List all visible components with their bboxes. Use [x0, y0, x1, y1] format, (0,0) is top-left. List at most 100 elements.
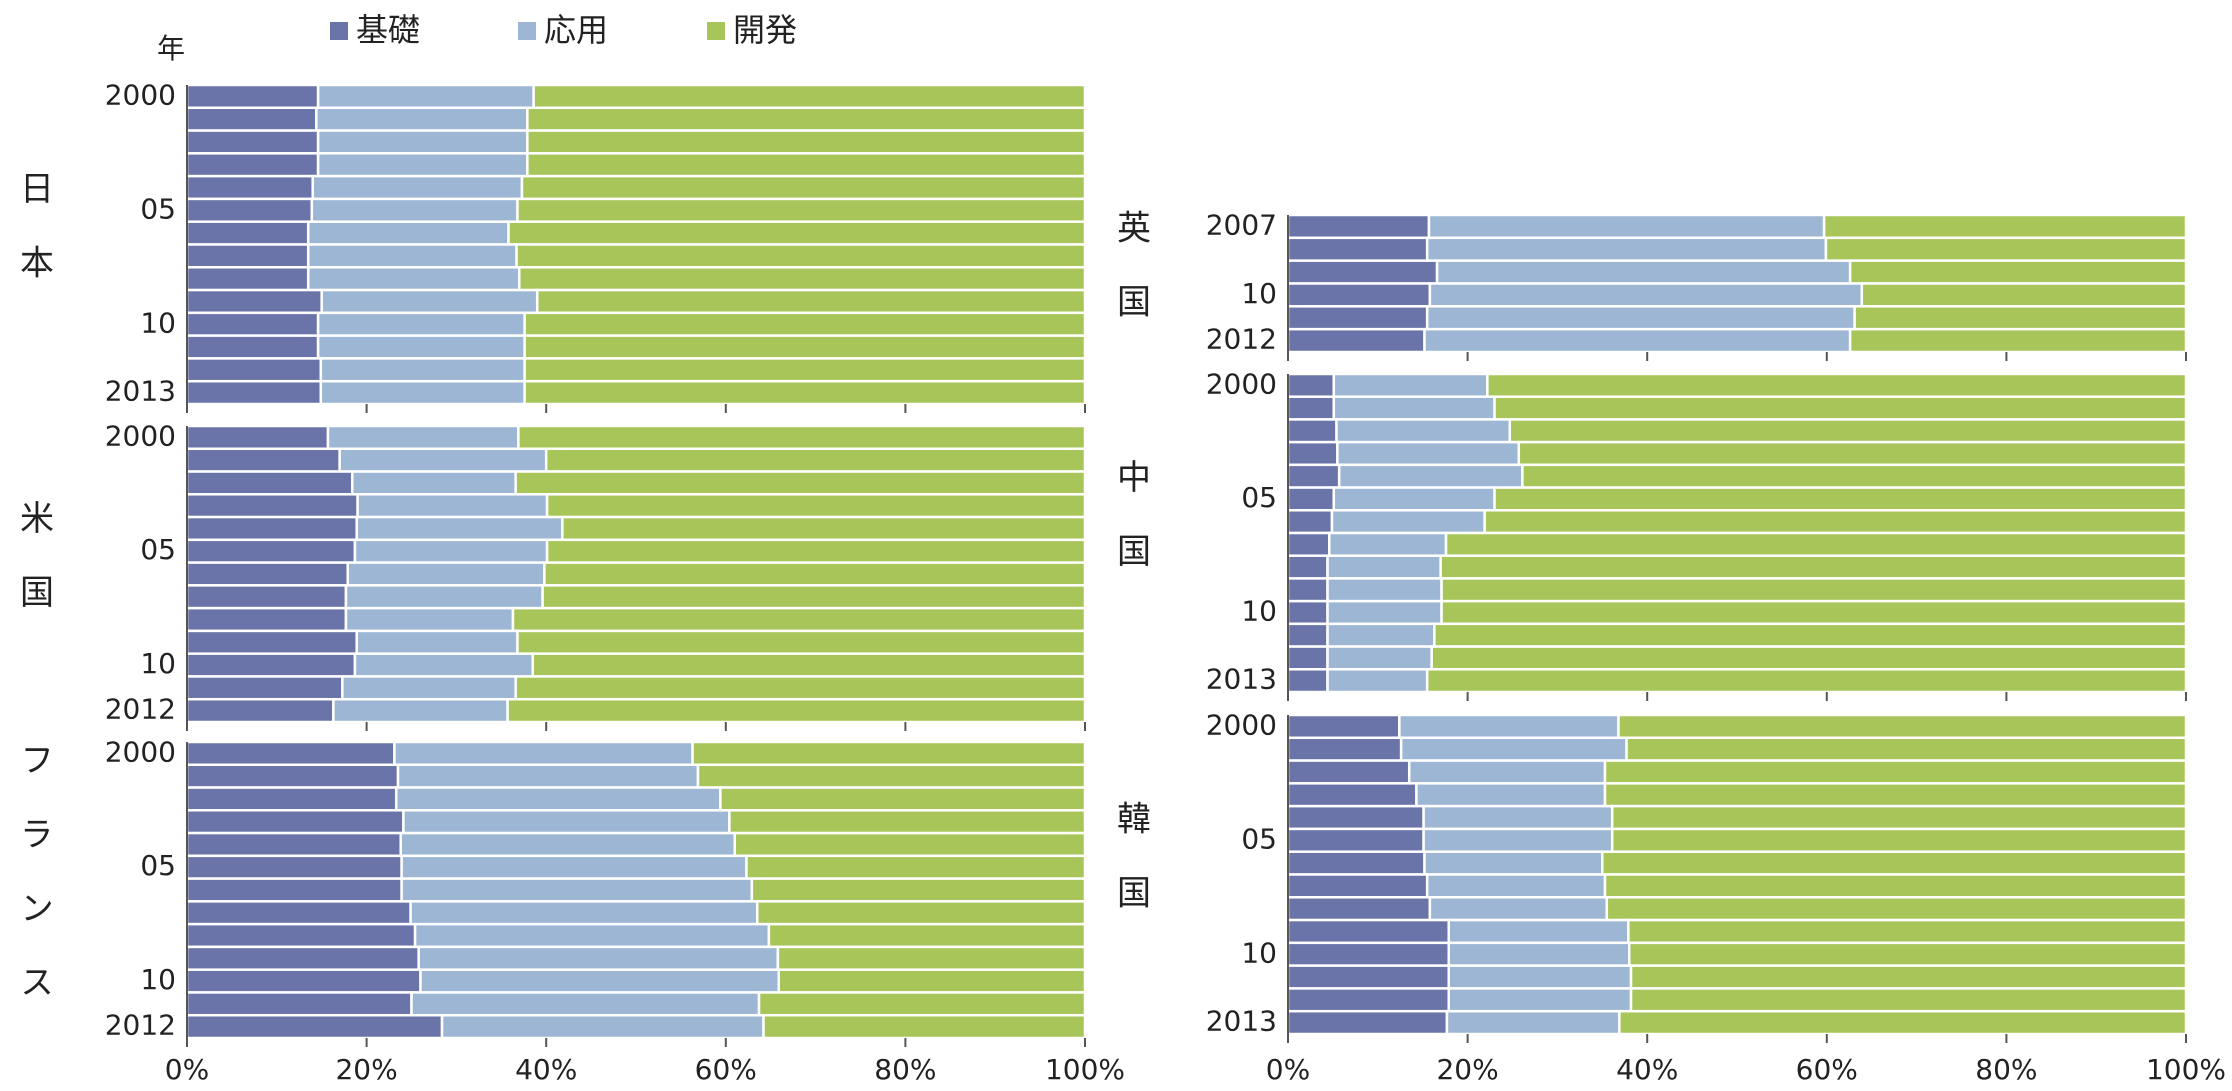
- bar-segment: [518, 266, 1087, 292]
- bar-segment: [1332, 395, 1496, 421]
- bar-segment: [1629, 964, 2188, 990]
- bar-segment: [1603, 873, 2188, 899]
- bar-segment: [1286, 463, 1341, 489]
- bar-segment: [1428, 282, 1864, 308]
- bar-segment: [1603, 782, 2188, 808]
- bar-segment: [315, 106, 529, 132]
- legend-label: 開発: [733, 11, 797, 49]
- y-tick-label: 2000: [1206, 367, 1277, 400]
- bar-segment: [1848, 327, 2188, 354]
- y-axis-label: 年: [157, 32, 185, 65]
- bar-segment: [185, 129, 320, 155]
- bar-segment: [1286, 759, 1411, 785]
- bar-segment: [1286, 418, 1338, 444]
- bar-segment: [1445, 1009, 1621, 1036]
- bar-segment: [1439, 554, 2188, 580]
- panel-label: 日本: [14, 171, 54, 319]
- bar-segment: [341, 675, 517, 701]
- bar-segment: [1617, 713, 2188, 740]
- bar-segment: [1286, 1009, 1449, 1036]
- bar-segment: [185, 629, 358, 655]
- x-tick-label: 40%: [515, 1053, 577, 1086]
- bar-segment: [185, 675, 344, 701]
- bar-segment: [417, 945, 780, 971]
- bar-segment: [332, 697, 509, 724]
- bar-segment: [185, 220, 310, 246]
- bar-segment: [185, 174, 314, 201]
- bar-segment: [776, 945, 1087, 971]
- bar-segment: [306, 220, 510, 246]
- bar-segment: [326, 424, 520, 451]
- legend-swatch: [330, 22, 348, 40]
- bar-segment: [1618, 1009, 2188, 1036]
- y-tick-label: 10: [1241, 277, 1277, 310]
- bar-segment: [1603, 759, 2188, 785]
- bar-segment: [543, 561, 1087, 587]
- bar-segment: [1447, 918, 1630, 945]
- bar-segment: [1286, 827, 1425, 853]
- bar-segment: [185, 922, 417, 949]
- y-tick-label: 2013: [1206, 663, 1277, 696]
- bar-segment: [1286, 372, 1336, 398]
- bar-segment: [696, 763, 1087, 789]
- bar-segment: [1286, 282, 1432, 308]
- bar-segment: [185, 266, 310, 292]
- bar-segment: [1330, 509, 1486, 535]
- bar-segment: [1286, 850, 1426, 876]
- bar-segment: [440, 1013, 765, 1040]
- bar-segment: [1286, 577, 1329, 603]
- bar-segment: [1286, 896, 1432, 922]
- bar-segment: [1440, 599, 2188, 626]
- bar-segment: [1286, 395, 1336, 421]
- bar-segment: [719, 786, 1087, 812]
- bar-segment: [1286, 622, 1329, 648]
- bar-segment: [1336, 440, 1521, 467]
- bar-segment: [344, 606, 515, 633]
- y-tick-label: 2013: [105, 375, 176, 408]
- bar-segment: [1483, 509, 2188, 535]
- y-tick-label: 05: [140, 192, 176, 225]
- bar-segment: [1335, 418, 1512, 444]
- bar-segment: [1853, 305, 2188, 331]
- bar-segment: [306, 243, 518, 269]
- bar-segment: [1328, 531, 1448, 557]
- bar-segment: [185, 243, 310, 269]
- x-tick-label: 0%: [1266, 1053, 1310, 1086]
- bar-segment: [516, 629, 1087, 655]
- bar-segment: [1286, 213, 1431, 240]
- bar-segment: [185, 991, 413, 1017]
- bar-segment: [413, 922, 771, 949]
- bar-segment: [1286, 873, 1429, 899]
- bar-segment: [1286, 736, 1403, 762]
- bar-segment: [1433, 622, 2188, 648]
- bar-segment: [1422, 827, 1614, 853]
- bar-segment: [1399, 736, 1628, 762]
- bar-segment: [755, 900, 1087, 926]
- bar-segment: [1286, 804, 1425, 831]
- panel-label: 英国: [1111, 209, 1151, 357]
- bar-segment: [396, 763, 700, 789]
- x-tick-label: 80%: [1975, 1053, 2037, 1086]
- bar-segment: [1286, 486, 1336, 512]
- bar-segment: [532, 83, 1087, 110]
- legend-label: 応用: [544, 11, 608, 49]
- bar-segment: [1422, 804, 1614, 831]
- bar-segment: [1440, 577, 2188, 603]
- bar-segment: [185, 945, 420, 971]
- bar-segment: [1824, 236, 2188, 262]
- bar-segment: [1423, 850, 1604, 876]
- bar-segment: [185, 831, 402, 858]
- bar-segment: [185, 561, 349, 587]
- bar-segment: [344, 584, 544, 610]
- bar-segment: [185, 379, 323, 406]
- y-tick-label: 05: [140, 849, 176, 882]
- bar-segment: [185, 311, 320, 337]
- bar-segment: [185, 877, 403, 903]
- bar-segment: [1286, 918, 1450, 945]
- bar-segment: [545, 538, 1087, 564]
- bar-segment: [399, 831, 737, 858]
- bar-segment: [353, 652, 534, 678]
- bar-segment: [1423, 327, 1852, 354]
- bar-segment: [185, 763, 400, 789]
